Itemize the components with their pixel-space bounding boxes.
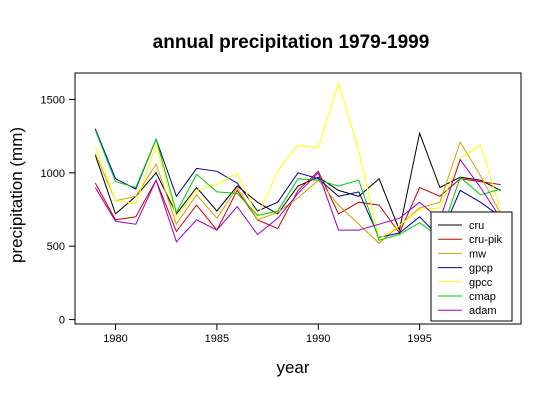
y-tick-label: 1000 bbox=[41, 168, 65, 180]
y-tick-label: 0 bbox=[59, 315, 65, 327]
series-line-gpcc bbox=[94, 81, 502, 240]
x-axis-label: year bbox=[276, 358, 309, 377]
legend-label-cru: cru bbox=[469, 220, 484, 232]
y-tick-label: 1500 bbox=[41, 94, 65, 106]
x-axis: 1980 1985 1990 1995 bbox=[103, 324, 432, 345]
chart-title: annual precipitation 1979-1999 bbox=[153, 32, 430, 53]
series-line-cru-pik bbox=[94, 170, 501, 234]
legend-label-cmap: cmap bbox=[469, 291, 496, 303]
y-tick-label: 500 bbox=[47, 241, 65, 253]
x-tick-label: 1980 bbox=[103, 333, 127, 345]
legend-label-gpcc: gpcc bbox=[469, 277, 493, 289]
legend-label-mw: mw bbox=[469, 248, 486, 260]
y-axis: 0 500 1000 1500 bbox=[41, 94, 75, 327]
x-tick-label: 1990 bbox=[306, 333, 330, 345]
x-tick-label: 1995 bbox=[407, 333, 431, 345]
y-axis-label: precipitation (mm) bbox=[7, 127, 26, 263]
legend-label-cru-pik: cru-pik bbox=[469, 234, 503, 246]
legend-box bbox=[430, 211, 513, 322]
legend-label-adam: adam bbox=[469, 305, 497, 317]
legend: cru cru-pik mw gpcp gpcc cmap adam bbox=[430, 211, 513, 322]
series-line-cru bbox=[94, 131, 501, 232]
series-line-mw bbox=[94, 140, 502, 244]
plot-frame bbox=[74, 72, 522, 325]
legend-label-gpcp: gpcp bbox=[469, 263, 493, 275]
x-tick-label: 1985 bbox=[205, 333, 229, 345]
